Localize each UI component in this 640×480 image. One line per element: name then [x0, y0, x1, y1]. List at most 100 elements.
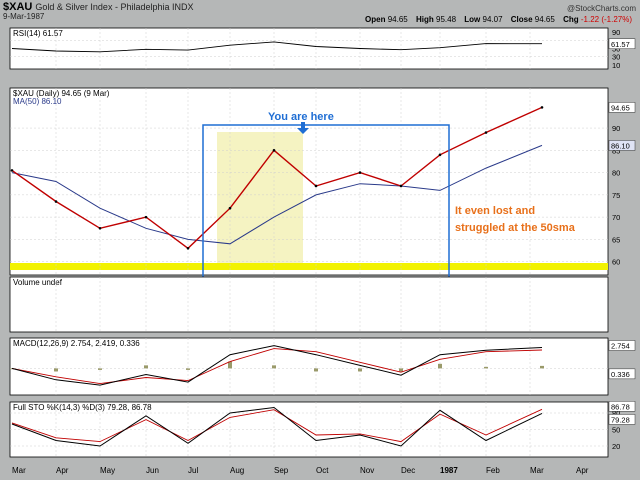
price-point: [484, 131, 488, 134]
x-tick-label: May: [100, 466, 115, 475]
value-tag-label: 94.65: [611, 103, 630, 112]
x-tick-label: Mar: [12, 466, 26, 475]
chart-date: 9-Mar-1987: [3, 12, 45, 21]
price-point: [314, 184, 318, 188]
sto-lines: [11, 406, 543, 447]
ma-label: MA(50) 86.10: [13, 97, 62, 106]
sto-k-line: [11, 406, 543, 447]
x-tick-label: Jun: [146, 466, 159, 475]
macd-histogram-bar: [98, 368, 102, 370]
macd-histogram-bar: [438, 363, 442, 369]
price-point: [144, 215, 148, 219]
sto-ticks: 80 50 20 86.78 79.28: [608, 401, 636, 451]
value-tag: [608, 140, 636, 151]
macd-signal-line: [11, 348, 543, 385]
y-tick-label: 65: [612, 235, 620, 244]
sto-d-line: [11, 408, 543, 443]
macd-histogram-bar: [399, 368, 403, 372]
value-tag: [608, 38, 636, 50]
price-point: [358, 171, 362, 174]
price-point: [54, 200, 58, 203]
macd-histogram-bar: [272, 365, 276, 369]
rsi-ticks: 907050301061.57: [608, 28, 636, 70]
y-tick-label: 85: [612, 146, 620, 155]
y-tick-label: 30: [612, 53, 620, 62]
down-arrow-icon: [297, 122, 309, 134]
macd-panel: [9, 337, 609, 396]
y-tick-label: 90: [612, 124, 620, 133]
price-point: [186, 246, 190, 250]
price-point: [98, 226, 102, 230]
y-tick-label: 75: [612, 191, 620, 200]
ohlc-readout: Open 94.65 High 95.48 Low 94.07 Close 94…: [365, 15, 632, 24]
support-line: [10, 263, 608, 270]
price-point: [438, 153, 442, 157]
note-line-1: It even lost and: [455, 205, 535, 217]
price-panel: [9, 87, 609, 276]
x-tick-label: Feb: [486, 466, 500, 475]
sto-label: Full STO %K(14,3) %D(3) 79.28, 86.78: [13, 403, 152, 412]
macd-ticks: 2.754 0.336: [608, 340, 636, 380]
you-are-here-label: You are here: [268, 111, 334, 123]
y-tick-label: 60: [612, 258, 620, 267]
rsi-line: [11, 41, 543, 53]
volume-panel: [9, 276, 609, 333]
macd-histogram-bar: [186, 368, 190, 370]
index-name: Gold & Silver Index - Philadelphia INDX: [35, 2, 194, 12]
y-tick-label: 90: [612, 28, 620, 37]
high-value: 95.48: [436, 15, 457, 24]
price-point: [540, 106, 544, 109]
macd-label: MACD(12,26,9) 2.754, 2.419, 0.336: [13, 339, 140, 348]
price-label: $XAU (Daily) 94.65 (9 Mar): [13, 89, 110, 98]
x-tick-label: Jul: [188, 466, 198, 475]
y-tick-label: 20: [612, 442, 620, 451]
value-tag-label: 0.336: [611, 370, 630, 379]
macd-histogram-bar: [314, 368, 318, 372]
price-ticks: 90 85 80 75 70 65 60 94.65 86.10: [608, 102, 636, 267]
sto-grid: [10, 402, 608, 457]
value-tag-label: 2.754: [611, 341, 630, 350]
y-tick-label: 80: [612, 169, 620, 178]
macd-line: [11, 345, 543, 386]
note-line-2: struggled at the 50sma: [455, 222, 576, 234]
volume-label: Volume undef: [13, 278, 63, 287]
volume-grid: [55, 277, 531, 332]
chart-title: $XAU Gold & Silver Index - Philadelphia …: [3, 1, 193, 13]
x-tick-label: Aug: [230, 466, 244, 475]
macd-histogram-bar: [54, 368, 58, 372]
rsi-lines: [11, 41, 543, 53]
value-tag: [608, 401, 636, 412]
x-tick-label: Apr: [56, 466, 69, 475]
rsi-label: RSI(14) 61.57: [13, 29, 63, 38]
value-tag: [608, 340, 636, 351]
x-axis: Mar Apr May Jun Jul Aug Sep Oct Nov Dec 1987 Feb Mar…: [12, 466, 589, 475]
rsi-panel: [9, 27, 609, 70]
y-tick-label: 50: [612, 426, 620, 435]
price-lines: [10, 106, 544, 250]
value-tag: [608, 102, 636, 113]
macd-histogram-bar: [540, 365, 544, 369]
close-value: 94.65: [534, 15, 555, 24]
x-tick-label: Mar: [530, 466, 544, 475]
macd-histogram-bar: [228, 361, 232, 369]
y-tick-label: 70: [612, 213, 620, 222]
change-value: -1.22 (-1.27%): [580, 15, 632, 24]
macd-histogram-bar: [358, 368, 362, 372]
open-value: 94.65: [387, 15, 408, 24]
price-point: [228, 206, 232, 210]
x-tick-label: Oct: [316, 466, 329, 475]
price-point: [399, 184, 403, 188]
stockcharts-logo: @StockCharts.com: [566, 4, 636, 13]
value-tag-label: 86.78: [611, 402, 630, 411]
value-tag: [608, 414, 636, 425]
highlight-zone: [217, 132, 303, 264]
x-tick-label: Dec: [401, 466, 415, 475]
price-point: [10, 169, 14, 172]
price-point: [272, 149, 276, 152]
macd-histogram-bar: [484, 366, 488, 369]
macd-histogram-bar: [144, 365, 148, 369]
x-tick-label: Sep: [274, 466, 289, 475]
value-tag-label: 61.57: [611, 40, 630, 49]
